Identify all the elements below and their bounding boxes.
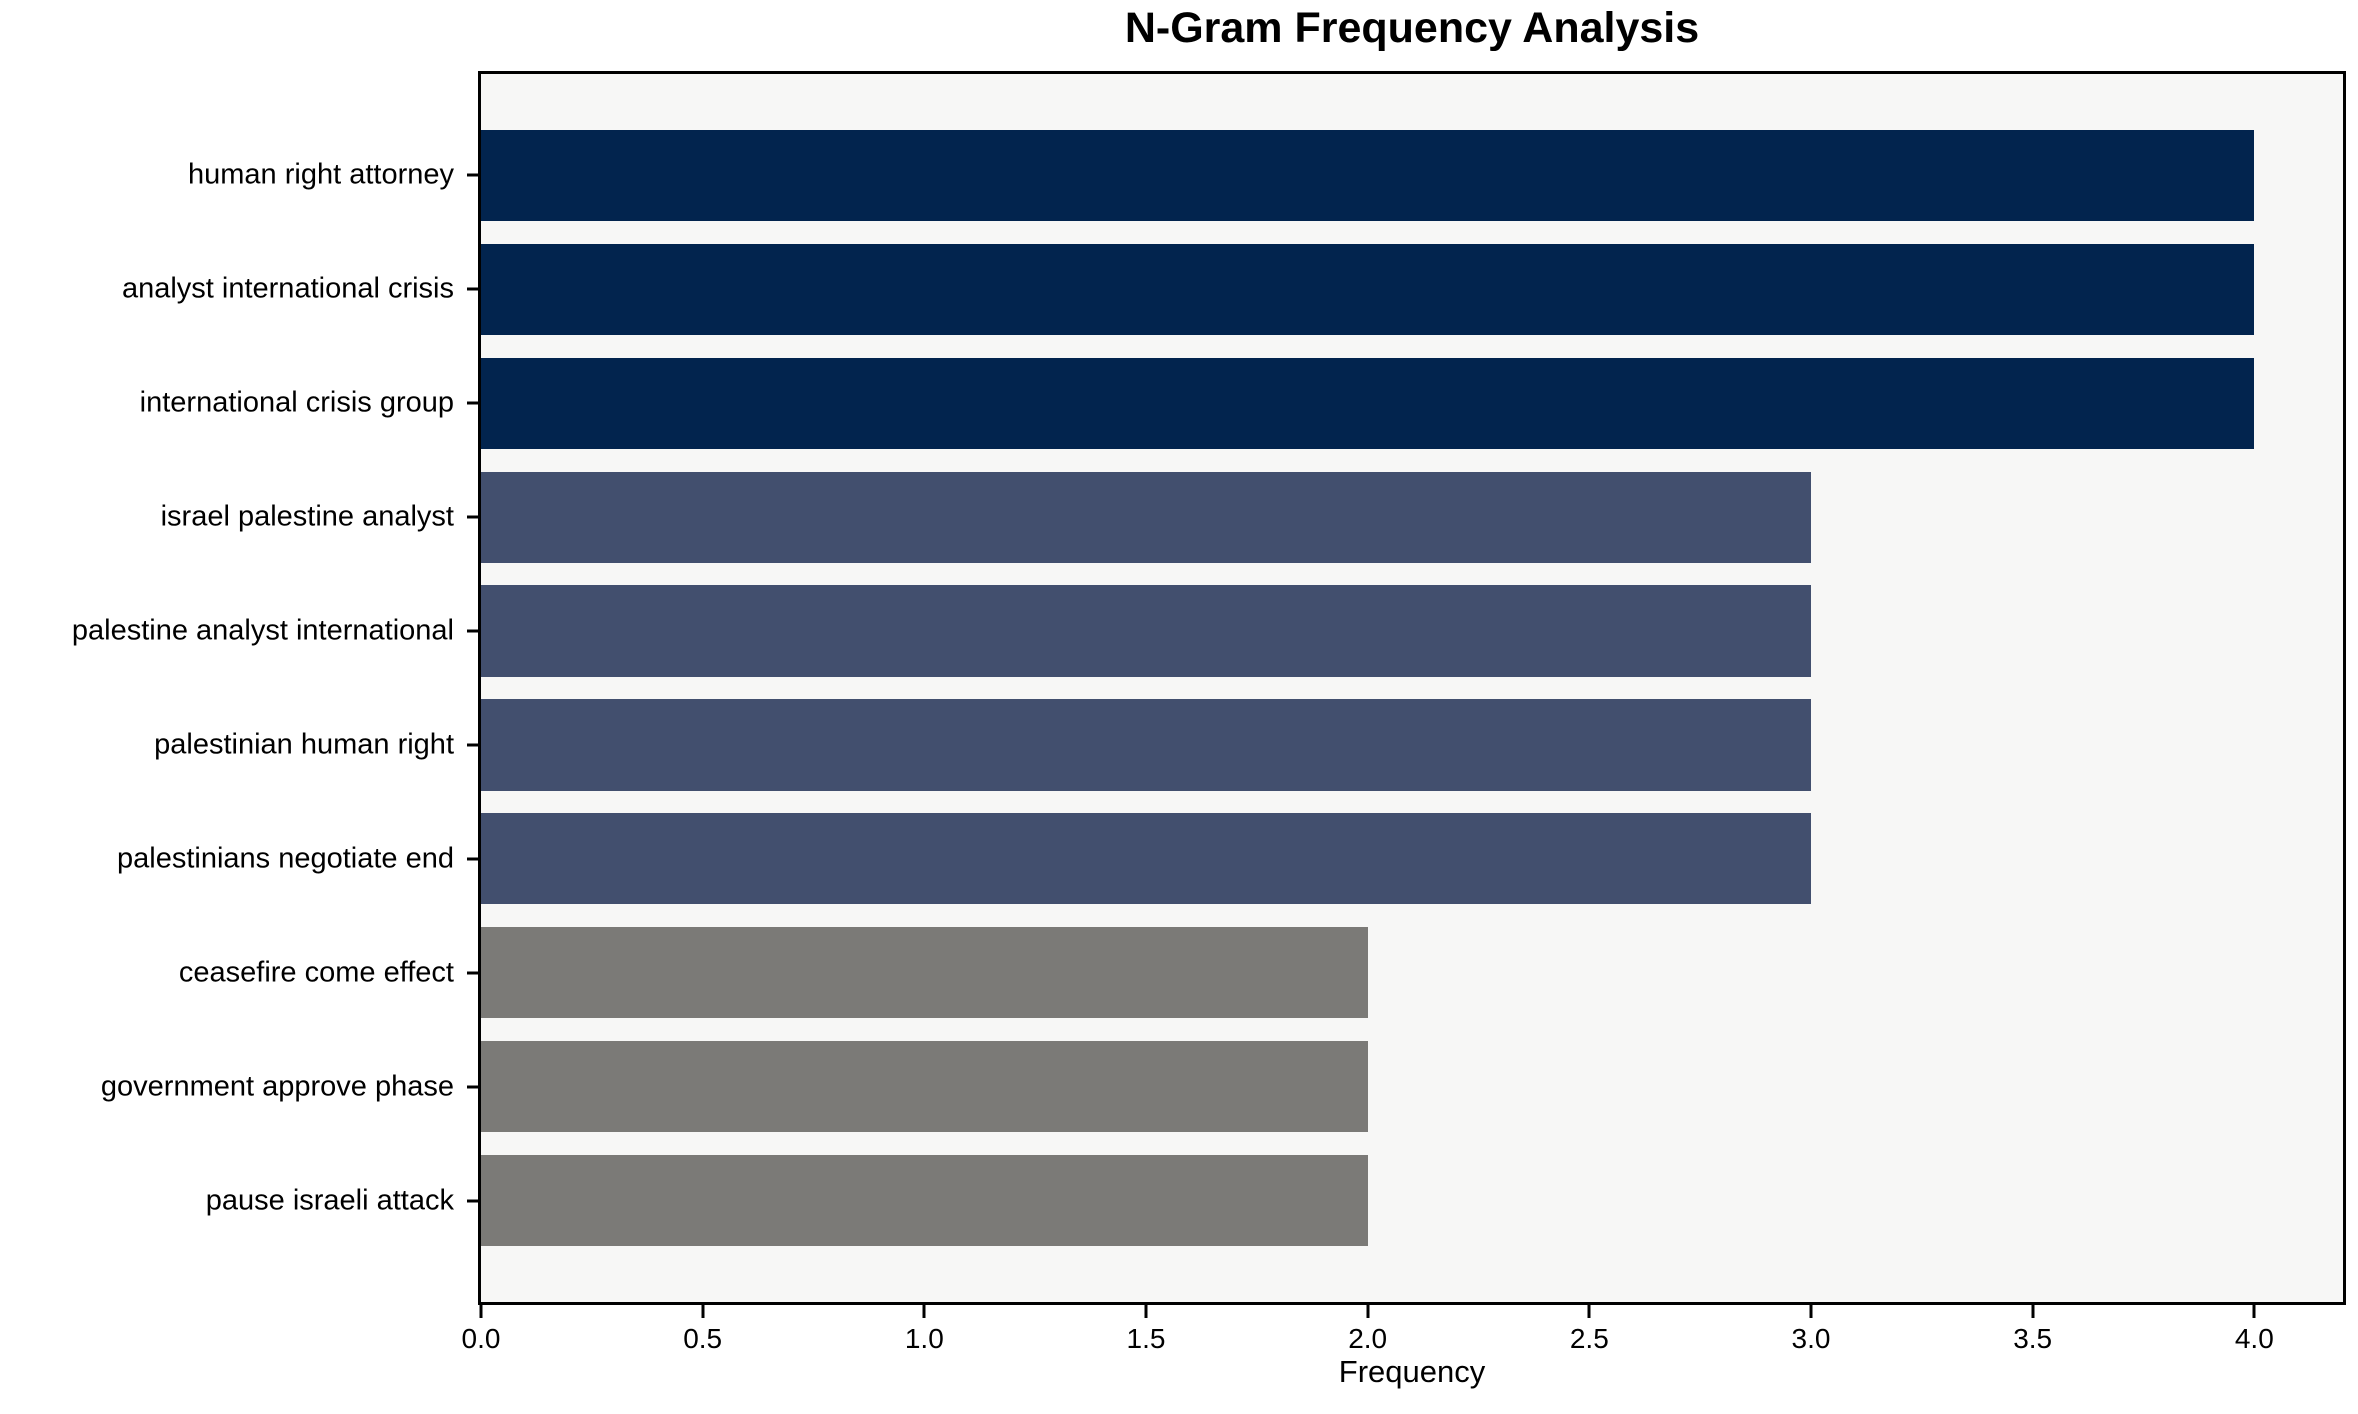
y-tick-label: palestine analyst international — [71, 614, 454, 647]
x-tick-label: 0.0 — [461, 1323, 501, 1354]
y-axis: human right attorney analyst internationa… — [0, 74, 478, 1302]
y-tick-label: palestinian human right — [154, 728, 454, 761]
bar — [481, 699, 1811, 791]
x-tick-label: 1.5 — [1126, 1323, 1166, 1354]
x-tick-mark — [922, 1305, 926, 1318]
x-tick-mark — [1366, 1305, 1370, 1318]
x-tick-mark — [1809, 1305, 1813, 1318]
bar — [481, 471, 1811, 563]
x-axis: 0.0 0.5 1.0 1.5 2.0 2.5 3.0 3.5 4.0 — [462, 1305, 2343, 1365]
y-tick-label: human right attorney — [188, 158, 454, 191]
x-tick-mark — [1144, 1305, 1148, 1318]
y-tick-mark — [467, 173, 478, 177]
bar — [481, 585, 1811, 677]
x-tick-label: 3.5 — [2013, 1323, 2053, 1354]
bar — [481, 129, 2255, 221]
x-tick-label: 4.0 — [2234, 1323, 2274, 1354]
y-tick-mark — [467, 1085, 478, 1089]
x-tick-mark — [2031, 1305, 2035, 1318]
y-tick-mark — [467, 515, 478, 519]
x-tick-label: 1.0 — [904, 1323, 944, 1354]
bar — [481, 357, 2255, 449]
y-tick-label: analyst international crisis — [121, 272, 454, 305]
y-tick-label: ceasefire come effect — [178, 956, 454, 989]
x-tick-label: 3.0 — [1791, 1323, 1831, 1354]
y-tick-label: international crisis group — [139, 386, 454, 419]
y-tick-mark — [467, 1199, 478, 1203]
y-tick-label: israel palestine analyst — [160, 500, 454, 533]
bar — [481, 243, 2255, 335]
y-tick-mark — [467, 629, 478, 633]
x-tick-mark — [2252, 1305, 2256, 1318]
chart-title: N-Gram Frequency Analysis — [1124, 4, 1700, 52]
x-tick-mark — [701, 1305, 705, 1318]
x-axis-title: Frequency — [1338, 1354, 1486, 1389]
x-tick-label: 0.5 — [683, 1323, 723, 1354]
x-tick-label: 2.0 — [1348, 1323, 1388, 1354]
y-tick-mark — [467, 971, 478, 975]
y-tick-mark — [467, 287, 478, 291]
bar — [481, 1041, 1368, 1133]
y-tick-label: palestinians negotiate end — [117, 842, 454, 875]
x-tick-mark — [1587, 1305, 1591, 1318]
y-tick-label: pause israeli attack — [205, 1184, 454, 1217]
y-tick-label: government approve phase — [100, 1070, 454, 1103]
bar — [481, 927, 1368, 1019]
bars-container — [481, 74, 2343, 1302]
x-tick-label: 2.5 — [1569, 1323, 1609, 1354]
y-tick-mark — [467, 857, 478, 861]
bar — [481, 1155, 1368, 1247]
y-tick-mark — [467, 401, 478, 405]
x-tick-mark — [479, 1305, 483, 1318]
bar — [481, 813, 1811, 905]
plot-area — [478, 71, 2346, 1305]
y-tick-mark — [467, 743, 478, 747]
